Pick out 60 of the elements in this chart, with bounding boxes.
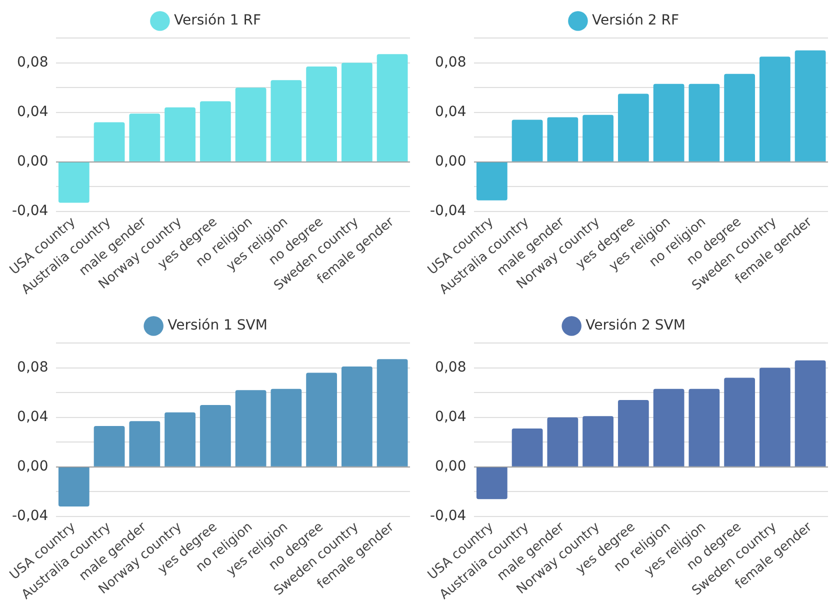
bar	[759, 368, 790, 466]
y-tick-label: 0,08	[435, 54, 466, 70]
bar	[200, 404, 231, 466]
bar	[547, 117, 578, 162]
y-tick-label: 0,08	[435, 359, 466, 376]
bar	[376, 359, 408, 466]
bar	[794, 50, 826, 162]
bar	[270, 388, 302, 466]
bar	[164, 107, 196, 162]
bar	[306, 66, 337, 162]
y-tick-label: 0,00	[17, 458, 48, 475]
bar	[341, 62, 372, 162]
bar	[376, 54, 408, 162]
bar	[653, 388, 684, 466]
legend-label: Versión 1 SVM	[168, 318, 268, 334]
bar	[688, 388, 720, 466]
bar	[200, 101, 231, 162]
bar	[164, 412, 196, 466]
bar	[58, 162, 90, 203]
bar	[582, 416, 614, 466]
bar	[512, 428, 543, 466]
y-tick-label: -0,04	[430, 203, 466, 220]
bar	[270, 80, 302, 162]
bar	[618, 400, 649, 466]
bar	[476, 467, 508, 500]
legend-label: Versión 2 SVM	[586, 318, 686, 334]
y-tick-label: 0,00	[17, 154, 48, 170]
y-tick-label: 0,04	[17, 408, 48, 425]
bar	[547, 417, 578, 466]
bar	[129, 114, 160, 162]
bar	[58, 467, 90, 507]
y-tick-label: -0,04	[430, 508, 466, 524]
y-tick-label: 0,08	[17, 54, 48, 70]
bar	[476, 162, 508, 200]
y-tick-label: 0,00	[435, 458, 466, 475]
y-tick-label: 0,00	[435, 154, 466, 170]
bar	[724, 74, 755, 162]
legend-label: Versión 1 RF	[174, 12, 262, 29]
bar	[582, 114, 614, 162]
bar	[653, 84, 684, 162]
y-tick-label: -0,04	[12, 203, 48, 220]
bar	[512, 120, 543, 162]
y-tick-label: 0,08	[17, 359, 48, 376]
bar	[235, 88, 266, 162]
bar	[306, 372, 337, 466]
bar	[235, 390, 266, 466]
bar	[341, 366, 372, 466]
legend-label: Versión 2 RF	[592, 12, 680, 29]
bar	[129, 421, 160, 466]
y-tick-label: -0,04	[12, 508, 48, 524]
y-tick-label: 0,04	[435, 408, 466, 425]
bar	[794, 360, 826, 466]
bar	[618, 94, 649, 162]
bar	[94, 122, 125, 162]
bar	[688, 84, 720, 162]
bar	[759, 56, 790, 162]
bar	[724, 378, 755, 466]
y-tick-label: 0,04	[17, 104, 48, 120]
y-tick-label: 0,04	[435, 104, 466, 120]
bar	[94, 426, 125, 466]
